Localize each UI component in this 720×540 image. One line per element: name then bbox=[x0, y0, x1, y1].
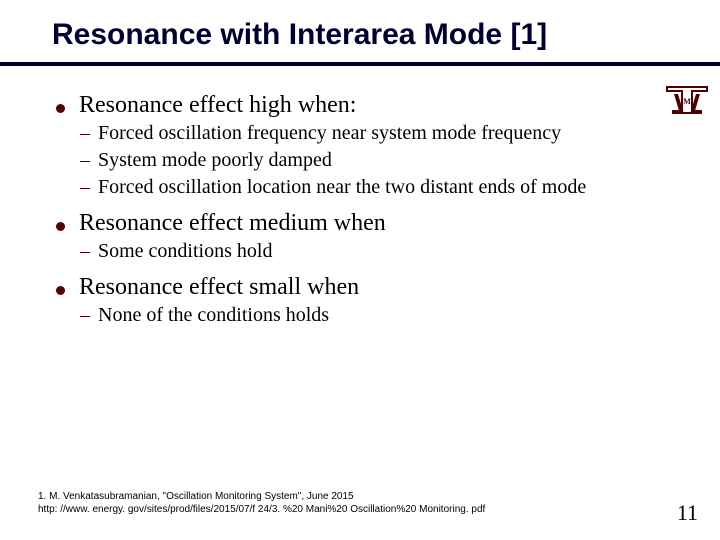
tamu-logo: M bbox=[666, 80, 708, 121]
sub-bullet-text: None of the conditions holds bbox=[98, 303, 329, 328]
bullet-text: Resonance effect medium when bbox=[79, 210, 386, 237]
dash-icon: – bbox=[80, 148, 90, 172]
sub-bullet-text: Forced oscillation frequency near system… bbox=[98, 121, 561, 146]
sub-bullet-text: System mode poorly damped bbox=[98, 148, 332, 173]
dash-icon: – bbox=[80, 303, 90, 327]
sub-bullet-item: –Forced oscillation frequency near syste… bbox=[80, 121, 680, 146]
sub-bullet-item: –Some conditions hold bbox=[80, 239, 680, 264]
sub-bullet-item: –Forced oscillation location near the tw… bbox=[80, 175, 680, 200]
footnote-line: 1. M. Venkatasubramanian, "Oscillation M… bbox=[38, 491, 485, 504]
bullet-text: Resonance effect high when: bbox=[79, 92, 356, 119]
sub-bullet-item: – System mode poorly damped bbox=[80, 148, 680, 173]
bullet-item: Resonance effect medium when bbox=[56, 210, 680, 237]
svg-text:M: M bbox=[683, 97, 691, 106]
page-number: 11 bbox=[677, 500, 698, 526]
dash-icon: – bbox=[80, 239, 90, 263]
sub-bullet-text: Forced oscillation location near the two… bbox=[98, 175, 586, 200]
bullet-dot-icon bbox=[56, 222, 65, 231]
bullet-dot-icon bbox=[56, 104, 65, 113]
footnote: 1. M. Venkatasubramanian, "Oscillation M… bbox=[38, 491, 485, 516]
dash-icon: – bbox=[80, 175, 90, 199]
bullet-text: Resonance effect small when bbox=[79, 274, 359, 301]
footnote-line: http: //www. energy. gov/sites/prod/file… bbox=[38, 504, 485, 517]
bullet-item: Resonance effect small when bbox=[56, 274, 680, 301]
bullet-item: Resonance effect high when: bbox=[56, 92, 680, 119]
sub-bullet-item: –None of the conditions holds bbox=[80, 303, 680, 328]
content-area: Resonance effect high when:–Forced oscil… bbox=[0, 66, 720, 328]
sub-bullet-text: Some conditions hold bbox=[98, 239, 272, 264]
bullet-dot-icon bbox=[56, 286, 65, 295]
slide-title: Resonance with Interarea Mode [1] bbox=[52, 18, 680, 52]
dash-icon: – bbox=[80, 121, 90, 145]
